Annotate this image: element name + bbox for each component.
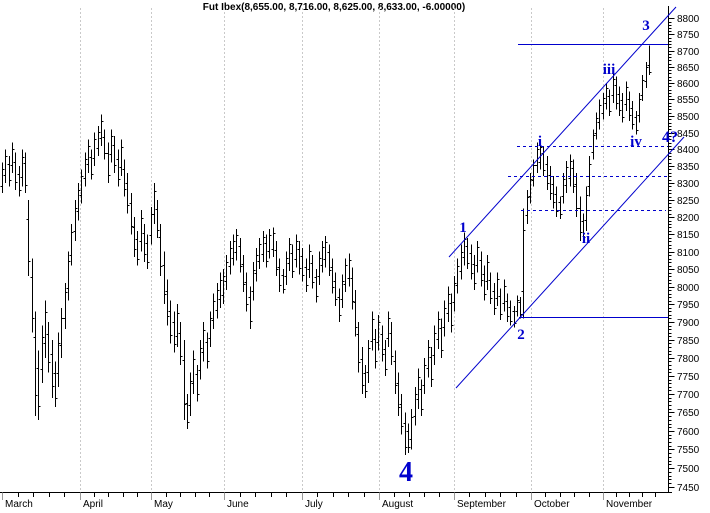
trend-channel-line [455,136,685,389]
y-tick-label: 8250 [677,196,700,207]
y-tick-label: 8550 [677,95,700,106]
trend-channel-line [448,6,677,258]
y-tick-label: 8750 [677,30,700,41]
y-tick-label: 8600 [677,79,700,90]
y-tick-label: 8300 [677,179,700,190]
y-tick-label: 8050 [677,265,700,276]
month-label: November [606,499,653,510]
chart-title: Fut Ibex(8,655.00, 8,716.00, 8,625.00, 8… [202,2,466,13]
y-tick-label: 8100 [677,248,700,259]
wave-label-iv: iv [630,134,642,150]
y-tick-label: 8150 [677,230,700,241]
wave-label-3: 3 [642,18,650,34]
wave-label-1: 1 [459,220,467,236]
axes [0,6,672,493]
month-label: July [305,499,323,510]
y-tick-label: 8500 [677,112,700,123]
month-label: May [154,499,173,510]
y-tick-label: 8700 [677,47,700,58]
wave-label-i: i [538,134,542,150]
x-axis: March April May June July August September Octo… [2,492,656,510]
y-tick-label: 7550 [677,445,700,456]
y-tick-label: 8650 [677,63,700,74]
y-tick-label: 8000 [677,283,700,294]
month-label: June [227,499,249,510]
y-tick-label: 7450 [677,483,700,494]
y-tick-label: 8800 [677,14,700,25]
wave-label-4: 4 [399,457,413,488]
month-gridlines [80,8,604,490]
wave-label-2: 2 [517,327,525,343]
y-tick-label: 8450 [677,129,700,140]
month-label: March [5,499,33,510]
y-tick-label: 7800 [677,354,700,365]
y-tick-label: 8400 [677,145,700,156]
month-label: August [382,499,413,510]
y-tick-label: 8350 [677,162,700,173]
y-tick-label: 7850 [677,336,700,347]
month-label: October [534,499,570,510]
y-tick-label: 7950 [677,300,700,311]
annotation-lines [448,6,685,389]
price-bars [0,45,652,456]
y-tick-label: 8200 [677,213,700,224]
y-axis: 7450 7500 7550 7600 7650 7700 7750 7800 7850 7900… [668,14,700,494]
month-label: September [457,499,507,510]
y-tick-label: 7600 [677,427,700,438]
y-tick-label: 7900 [677,318,700,329]
y-tick-label: 7650 [677,408,700,419]
month-label: April [83,499,103,510]
wave-label-iii: iii [603,62,616,78]
wave-label-ii: ii [582,231,590,247]
y-tick-label: 7700 [677,390,700,401]
y-tick-label: 7500 [677,464,700,475]
y-tick-label: 7750 [677,372,700,383]
wave-label-4q: 4? [662,129,678,146]
